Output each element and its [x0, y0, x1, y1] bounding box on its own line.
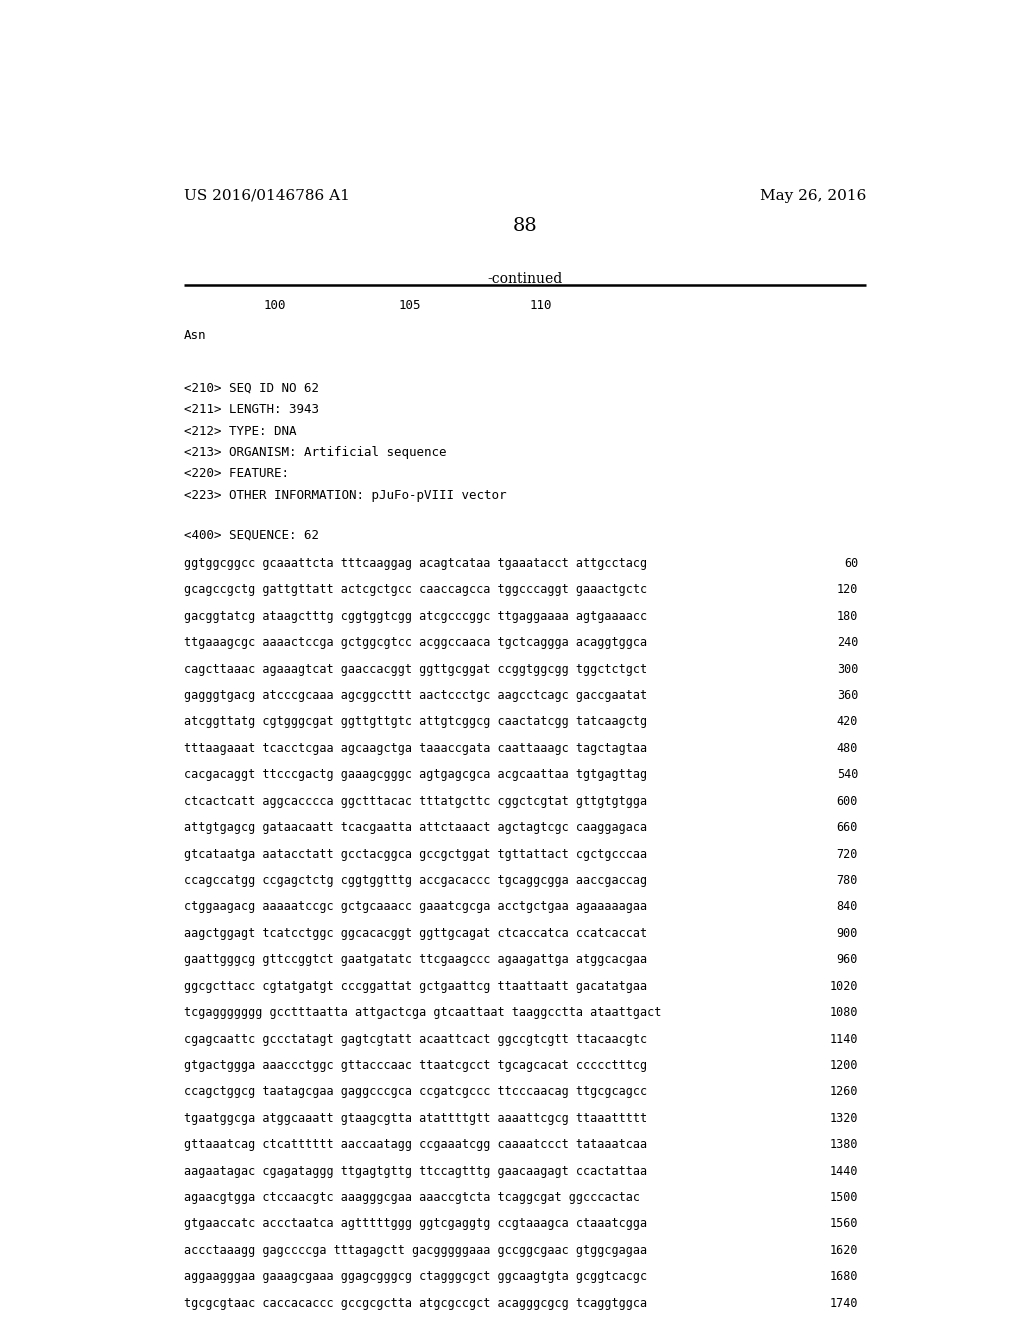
Text: aggaagggaa gaaagcgaaa ggagcgggcg ctagggcgct ggcaagtgta gcggtcacgc: aggaagggaa gaaagcgaaa ggagcgggcg ctagggc… — [183, 1270, 647, 1283]
Text: 1620: 1620 — [829, 1243, 858, 1257]
Text: attgtgagcg gataacaatt tcacgaatta attctaaact agctagtcgc caaggagaca: attgtgagcg gataacaatt tcacgaatta attctaa… — [183, 821, 647, 834]
Text: cgagcaattc gccctatagt gagtcgtatt acaattcact ggccgtcgtt ttacaacgtc: cgagcaattc gccctatagt gagtcgtatt acaattc… — [183, 1032, 647, 1045]
Text: gcagccgctg gattgttatt actcgctgcc caaccagcca tggcccaggt gaaactgctc: gcagccgctg gattgttatt actcgctgcc caaccag… — [183, 583, 647, 597]
Text: 100: 100 — [263, 298, 286, 312]
Text: 105: 105 — [398, 298, 421, 312]
Text: aagaatagac cgagataggg ttgagtgttg ttccagtttg gaacaagagt ccactattaa: aagaatagac cgagataggg ttgagtgttg ttccagt… — [183, 1164, 647, 1177]
Text: ctggaagacg aaaaatccgc gctgcaaacc gaaatcgcga acctgctgaa agaaaaagaa: ctggaagacg aaaaatccgc gctgcaaacc gaaatcg… — [183, 900, 647, 913]
Text: 600: 600 — [837, 795, 858, 808]
Text: 1740: 1740 — [829, 1296, 858, 1309]
Text: 480: 480 — [837, 742, 858, 755]
Text: agaacgtgga ctccaacgtc aaagggcgaa aaaccgtcta tcaggcgat ggcccactac: agaacgtgga ctccaacgtc aaagggcgaa aaaccgt… — [183, 1191, 640, 1204]
Text: 60: 60 — [844, 557, 858, 570]
Text: cagcttaaac agaaagtcat gaaccacggt ggttgcggat ccggtggcgg tggctctgct: cagcttaaac agaaagtcat gaaccacggt ggttgcg… — [183, 663, 647, 676]
Text: 1260: 1260 — [829, 1085, 858, 1098]
Text: 88: 88 — [512, 218, 538, 235]
Text: tgaatggcga atggcaaatt gtaagcgtta atattttgtt aaaattcgcg ttaaattttt: tgaatggcga atggcaaatt gtaagcgtta atatttt… — [183, 1111, 647, 1125]
Text: 1380: 1380 — [829, 1138, 858, 1151]
Text: 1200: 1200 — [829, 1059, 858, 1072]
Text: 1560: 1560 — [829, 1217, 858, 1230]
Text: tcgaggggggg gcctttaatta attgactcga gtcaattaat taaggcctta ataattgact: tcgaggggggg gcctttaatta attgactcga gtcaa… — [183, 1006, 660, 1019]
Text: 300: 300 — [837, 663, 858, 676]
Text: ttgaaagcgc aaaactccga gctggcgtcc acggccaaca tgctcaggga acaggtggca: ttgaaagcgc aaaactccga gctggcgtcc acggcca… — [183, 636, 647, 649]
Text: ccagctggcg taatagcgaa gaggcccgca ccgatcgccc ttcccaacag ttgcgcagcc: ccagctggcg taatagcgaa gaggcccgca ccgatcg… — [183, 1085, 647, 1098]
Text: accctaaagg gagccccga tttagagctt gacgggggaaa gccggcgaac gtggcgagaa: accctaaagg gagccccga tttagagctt gacggggg… — [183, 1243, 647, 1257]
Text: 1500: 1500 — [829, 1191, 858, 1204]
Text: 900: 900 — [837, 927, 858, 940]
Text: gaattgggcg gttccggtct gaatgatatc ttcgaagccc agaagattga atggcacgaa: gaattgggcg gttccggtct gaatgatatc ttcgaag… — [183, 953, 647, 966]
Text: <400> SEQUENCE: 62: <400> SEQUENCE: 62 — [183, 528, 318, 541]
Text: 1440: 1440 — [829, 1164, 858, 1177]
Text: 540: 540 — [837, 768, 858, 781]
Text: 780: 780 — [837, 874, 858, 887]
Text: gtgactggga aaaccctggc gttacccaac ttaatcgcct tgcagcacat ccccctttcg: gtgactggga aaaccctggc gttacccaac ttaatcg… — [183, 1059, 647, 1072]
Text: May 26, 2016: May 26, 2016 — [760, 189, 866, 203]
Text: ggtggcggcc gcaaattcta tttcaaggag acagtcataa tgaaatacct attgcctacg: ggtggcggcc gcaaattcta tttcaaggag acagtca… — [183, 557, 647, 570]
Text: <212> TYPE: DNA: <212> TYPE: DNA — [183, 425, 296, 438]
Text: 240: 240 — [837, 636, 858, 649]
Text: gtgaaccatc accctaatca agtttttggg ggtcgaggtg ccgtaaagca ctaaatcgga: gtgaaccatc accctaatca agtttttggg ggtcgag… — [183, 1217, 647, 1230]
Text: 660: 660 — [837, 821, 858, 834]
Text: 1020: 1020 — [829, 979, 858, 993]
Text: 720: 720 — [837, 847, 858, 861]
Text: -continued: -continued — [487, 272, 562, 286]
Text: gttaaatcag ctcatttttt aaccaatagg ccgaaatcgg caaaatccct tataaatcaa: gttaaatcag ctcatttttt aaccaatagg ccgaaat… — [183, 1138, 647, 1151]
Text: US 2016/0146786 A1: US 2016/0146786 A1 — [183, 189, 349, 203]
Text: cacgacaggt ttcccgactg gaaagcgggc agtgagcgca acgcaattaa tgtgagttag: cacgacaggt ttcccgactg gaaagcgggc agtgagc… — [183, 768, 647, 781]
Text: gtcataatga aatacctatt gcctacggca gccgctggat tgttattact cgctgcccaa: gtcataatga aatacctatt gcctacggca gccgctg… — [183, 847, 647, 861]
Text: aagctggagt tcatcctggc ggcacacggt ggttgcagat ctcaccatca ccatcaccat: aagctggagt tcatcctggc ggcacacggt ggttgca… — [183, 927, 647, 940]
Text: ctcactcatt aggcacccca ggctttacac tttatgcttc cggctcgtat gttgtgtgga: ctcactcatt aggcacccca ggctttacac tttatgc… — [183, 795, 647, 808]
Text: 1080: 1080 — [829, 1006, 858, 1019]
Text: ccagccatgg ccgagctctg cggtggtttg accgacaccc tgcaggcgga aaccgaccag: ccagccatgg ccgagctctg cggtggtttg accgaca… — [183, 874, 647, 887]
Text: 420: 420 — [837, 715, 858, 729]
Text: 180: 180 — [837, 610, 858, 623]
Text: ggcgcttacc cgtatgatgt cccggattat gctgaattcg ttaattaatt gacatatgaa: ggcgcttacc cgtatgatgt cccggattat gctgaat… — [183, 979, 647, 993]
Text: gacggtatcg ataagctttg cggtggtcgg atcgcccggc ttgaggaaaa agtgaaaacc: gacggtatcg ataagctttg cggtggtcgg atcgccc… — [183, 610, 647, 623]
Text: <220> FEATURE:: <220> FEATURE: — [183, 467, 289, 480]
Text: 120: 120 — [837, 583, 858, 597]
Text: gagggtgacg atcccgcaaa agcggccttt aactccctgc aagcctcagc gaccgaatat: gagggtgacg atcccgcaaa agcggccttt aactccc… — [183, 689, 647, 702]
Text: <211> LENGTH: 3943: <211> LENGTH: 3943 — [183, 404, 318, 416]
Text: 1140: 1140 — [829, 1032, 858, 1045]
Text: 960: 960 — [837, 953, 858, 966]
Text: 360: 360 — [837, 689, 858, 702]
Text: <213> ORGANISM: Artificial sequence: <213> ORGANISM: Artificial sequence — [183, 446, 446, 459]
Text: tgcgcgtaac caccacaccc gccgcgctta atgcgccgct acagggcgcg tcaggtggca: tgcgcgtaac caccacaccc gccgcgctta atgcgcc… — [183, 1296, 647, 1309]
Text: tttaagaaat tcacctcgaa agcaagctga taaaccgata caattaaagc tagctagtaa: tttaagaaat tcacctcgaa agcaagctga taaaccg… — [183, 742, 647, 755]
Text: 1320: 1320 — [829, 1111, 858, 1125]
Text: Asn: Asn — [183, 329, 206, 342]
Text: 1680: 1680 — [829, 1270, 858, 1283]
Text: 840: 840 — [837, 900, 858, 913]
Text: <210> SEQ ID NO 62: <210> SEQ ID NO 62 — [183, 381, 318, 395]
Text: 110: 110 — [529, 298, 552, 312]
Text: <223> OTHER INFORMATION: pJuFo-pVIII vector: <223> OTHER INFORMATION: pJuFo-pVIII vec… — [183, 488, 506, 502]
Text: atcggttatg cgtgggcgat ggttgttgtc attgtcggcg caactatcgg tatcaagctg: atcggttatg cgtgggcgat ggttgttgtc attgtcg… — [183, 715, 647, 729]
